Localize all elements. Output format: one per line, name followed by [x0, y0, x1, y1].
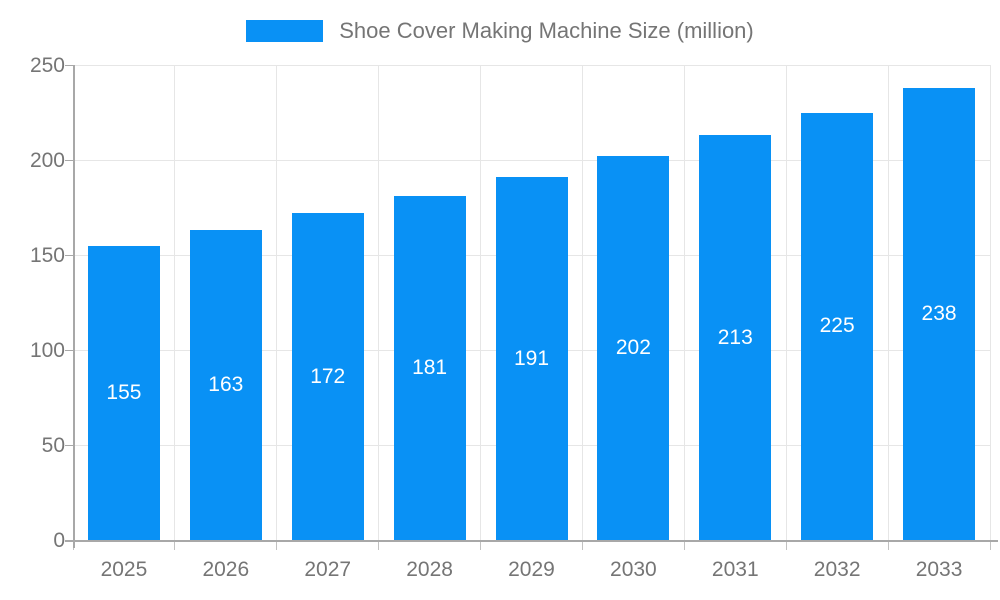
x-axis-tick-mark [887, 542, 889, 550]
bar [699, 135, 772, 540]
gridline [989, 65, 991, 540]
gridline [276, 65, 278, 540]
x-tick-label: 2028 [406, 558, 453, 581]
legend-swatch-icon [246, 20, 324, 42]
gridline [683, 65, 685, 540]
gridline [73, 64, 990, 66]
bar-value-label: 213 [717, 325, 753, 349]
legend-label: Shoe Cover Making Machine Size (million) [339, 18, 754, 43]
bar [801, 112, 874, 540]
y-axis-tick-mark [65, 254, 73, 256]
y-axis-tick-mark [65, 444, 73, 446]
plot-area: 0 50 100 150 200 250 155 2025 163 2026 172 2027 181 2… [30, 55, 998, 581]
bar [87, 245, 160, 540]
y-tick-label: 100 [29, 339, 65, 362]
gridline [480, 65, 482, 540]
x-axis-tick-mark [785, 542, 787, 550]
y-tick-label: 150 [29, 244, 65, 267]
x-axis-tick-mark [174, 542, 176, 550]
gridline [887, 65, 889, 540]
y-axis-tick-mark [65, 349, 73, 351]
y-tick-label: 50 [41, 434, 65, 457]
x-tick-label: 2032 [813, 558, 861, 581]
gridline [785, 65, 787, 540]
x-tick-label: 2030 [610, 558, 657, 581]
bar [393, 196, 466, 540]
y-axis-tick-mark [65, 64, 73, 66]
x-tick-label: 2025 [100, 558, 148, 581]
x-axis-tick-mark [581, 542, 583, 550]
bar-value-label: 225 [819, 314, 855, 338]
gridline [378, 65, 380, 540]
bar-value-label: 163 [208, 373, 244, 397]
bar-value-label: 202 [615, 336, 651, 360]
bar [291, 213, 364, 540]
x-tick-label: 2031 [711, 558, 759, 581]
y-tick-label: 0 [53, 529, 65, 552]
x-axis-tick-mark [989, 542, 991, 550]
x-tick-label: 2033 [915, 558, 963, 581]
x-axis-line [65, 540, 998, 542]
x-axis-tick-mark [276, 542, 278, 550]
y-axis-tick-mark [65, 159, 73, 161]
bar-value-label: 191 [513, 346, 550, 370]
bar [189, 230, 262, 540]
bar-value-label: 172 [310, 364, 346, 388]
bar-value-label: 238 [921, 301, 957, 325]
x-tick-label: 2027 [304, 558, 352, 581]
bar-value-label: 155 [106, 380, 142, 404]
x-axis-tick-mark [683, 542, 685, 550]
y-axis-line [73, 65, 75, 548]
x-tick-label: 2026 [202, 558, 250, 581]
x-axis-tick-mark [480, 542, 482, 550]
bar [903, 87, 976, 540]
y-tick-label: 250 [29, 54, 65, 77]
gridline [581, 65, 583, 540]
x-tick-label: 2029 [508, 558, 555, 581]
bar [495, 177, 568, 540]
gridline [174, 65, 176, 540]
bar-value-label: 181 [412, 356, 448, 380]
chart-legend[interactable]: Shoe Cover Making Machine Size (million) [0, 18, 1000, 44]
gridline [73, 159, 990, 161]
y-tick-label: 200 [29, 149, 65, 172]
bar [597, 156, 670, 540]
x-axis-tick-mark [378, 542, 380, 550]
